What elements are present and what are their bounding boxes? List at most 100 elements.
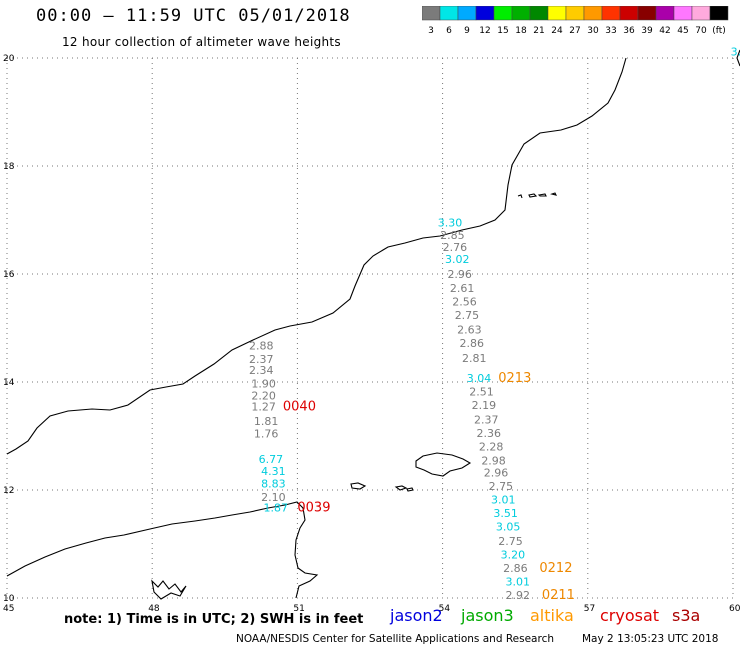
wave-height-value: 3.02 — [445, 253, 470, 266]
lat-tick-label: 12 — [3, 486, 14, 496]
color-scale-legend: 3 6 9 12 15 18 21 24 27 30 33 36 39 42 45 70 (ft) — [422, 6, 729, 36]
credit-line: NOAA/NESDIS Center for Satellite Applica… — [236, 633, 554, 645]
satellite-jason3-label: jason3 — [461, 606, 514, 625]
wave-height-value: 2.96 — [484, 467, 509, 480]
wave-height-value: 1.81 — [254, 415, 279, 428]
wave-height-value: 1.76 — [254, 428, 279, 441]
colorbar-label: 6 — [446, 26, 452, 36]
wave-height-value: 3.01 — [506, 576, 531, 589]
lat-lon-grid — [6, 57, 734, 599]
wave-height-value: 3.01 — [491, 494, 516, 507]
wave-height-value: 2.86 — [503, 562, 527, 575]
lat-tick-label: 18 — [3, 162, 15, 172]
latitude-labels: 20 18 16 14 12 10 — [3, 54, 15, 604]
wave-height-value: 3.05 — [496, 521, 520, 534]
wave-height-value: 2.98 — [481, 455, 506, 468]
colorbar-label: 39 — [641, 26, 653, 36]
satellite-s3a-label: s3a — [672, 606, 701, 625]
colorbar-label: 45 — [677, 26, 688, 36]
wave-height-value: 2.10 — [261, 491, 286, 504]
wave-height-value: 2.96 — [447, 268, 472, 281]
wave-height-value: 2.76 — [443, 241, 468, 254]
wave-height-value: 2.37 — [474, 414, 499, 427]
arabian-coastline — [6, 57, 627, 455]
wave-height-value: 2.81 — [462, 352, 487, 365]
somali-coastline — [6, 501, 319, 599]
lat-tick-label: 20 — [3, 54, 15, 64]
colorbar-label: 42 — [659, 26, 670, 36]
colorbar-label: 18 — [515, 26, 527, 36]
wave-height-value: 2.75 — [489, 480, 513, 493]
pass-time-value: 0213 — [498, 371, 531, 386]
wave-height-value: 2.37 — [249, 353, 274, 366]
wave-height-value: 2.88 — [249, 340, 274, 353]
somali-bay-detail — [151, 579, 187, 600]
satellite-altika-label: altika — [530, 606, 574, 625]
islet-2 — [394, 485, 408, 491]
satellite-cryosat-label: cryosat — [600, 606, 660, 625]
wave-height-value: 3.51 — [493, 507, 518, 520]
wave-height-value: 6.77 — [259, 453, 284, 466]
lon-tick-label: 48 — [148, 604, 160, 614]
wave-height-value: 2.19 — [472, 399, 497, 412]
wave-height-value: 4.31 — [261, 465, 286, 478]
colorbar-label: 33 — [605, 26, 616, 36]
wave-height-value: 8.83 — [261, 477, 286, 490]
islet-3 — [406, 487, 414, 492]
longitude-labels: 45 48 51 54 57 60 — [3, 604, 740, 614]
kuria-muria-islets — [517, 192, 558, 199]
wave-height-value: 2.51 — [469, 386, 494, 399]
pass-time-value: 0040 — [283, 400, 316, 415]
footer-note: note: 1) Time is in UTC; 2) SWH is in fe… — [64, 612, 364, 627]
lon-tick-label: 60 — [729, 604, 740, 614]
colorbar-label: 15 — [497, 26, 508, 36]
colorbar-label: 9 — [464, 26, 470, 36]
wave-height-value: 2.92 — [506, 589, 531, 602]
pass-time-value: 0212 — [539, 561, 572, 576]
wave-height-value: 2.36 — [476, 427, 501, 440]
map-subtitle: 12 hour collection of altimeter wave hei… — [62, 35, 341, 49]
wave-height-labels: 2.882.372.341.902.201.271.811.766.774.31… — [249, 45, 740, 602]
wave-height-value: 3.04 — [467, 372, 492, 385]
colorbar-label: (ft) — [712, 26, 726, 36]
lon-tick-label: 45 — [3, 604, 14, 614]
colorbar-label: 30 — [587, 26, 599, 36]
wave-height-value: 2.28 — [479, 441, 504, 454]
wave-height-value: 2.20 — [251, 389, 275, 402]
colorbar-label: 12 — [479, 26, 490, 36]
wave-height-value: 1.87 — [264, 502, 289, 515]
colorbar-label: 24 — [551, 26, 563, 36]
colorbar-label: 36 — [623, 26, 635, 36]
lon-tick-label: 57 — [584, 604, 595, 614]
wave-height-value: 2.34 — [249, 364, 274, 377]
satellite-jason2-label: jason2 — [390, 606, 443, 625]
colorbar-swatch — [709, 6, 729, 21]
wave-height-value: 2.75 — [498, 535, 523, 548]
wave-height-value: 2.85 — [440, 229, 465, 242]
colorbar-label: 70 — [695, 26, 707, 36]
coastline — [6, 49, 740, 600]
colorbar-label: 21 — [533, 26, 544, 36]
wave-height-value: 3.30 — [438, 216, 463, 229]
lon-tick-label: 54 — [439, 604, 451, 614]
wave-height-value: 2.86 — [460, 337, 485, 350]
wave-height-value: 1.90 — [251, 377, 275, 390]
pass-time-value: 0039 — [297, 501, 330, 516]
wave-height-value: 1.27 — [251, 401, 275, 414]
generation-timestamp: May 2 13:05:23 UTC 2018 — [582, 633, 719, 645]
lat-tick-label: 16 — [3, 270, 15, 280]
lat-tick-label: 10 — [3, 594, 15, 604]
wave-height-value: 2.56 — [452, 295, 477, 308]
colorbar-label: 27 — [569, 26, 580, 36]
socotra-island — [415, 452, 472, 477]
lat-tick-label: 14 — [3, 378, 15, 388]
colorbar-label: 3 — [428, 26, 434, 36]
pass-time-labels: 0040 0039 0213 0212 0211 — [283, 371, 575, 603]
wave-height-value: 3.20 — [501, 549, 526, 562]
islet-1 — [350, 482, 367, 490]
map-title: 00:00 — 11:59 UTC 05/01/2018 — [36, 6, 351, 26]
coast-tip-right — [736, 49, 740, 67]
pass-time-value: 0211 — [542, 588, 575, 603]
wave-height-value: 2.61 — [450, 282, 475, 295]
wave-height-value: 2.75 — [455, 309, 480, 322]
